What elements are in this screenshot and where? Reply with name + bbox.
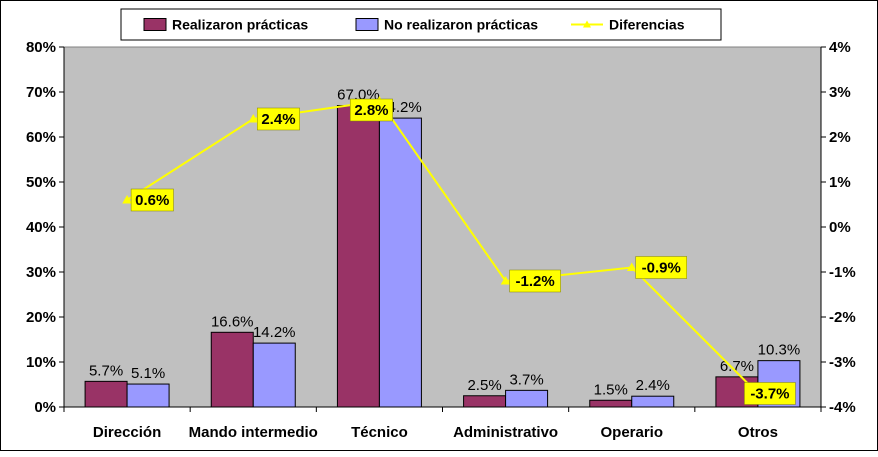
line-value-label: 0.6% <box>135 192 169 209</box>
y-tick-label-right: 3% <box>829 84 851 101</box>
bar-value-label: 6.7% <box>720 358 754 375</box>
bar <box>631 395 675 408</box>
x-tick-label: Mando intermedio <box>189 424 318 441</box>
x-tick-label: Dirección <box>93 424 161 441</box>
y-tick-label-right: 2% <box>829 129 851 146</box>
legend: Realizaron prácticas No realizaron prácti… <box>120 8 722 41</box>
plot-area <box>63 46 822 408</box>
y-tick-label-left: 60% <box>26 129 56 146</box>
line-label-box <box>635 256 687 279</box>
legend-label: Realizaron prácticas <box>172 17 308 33</box>
y-tick-label-left: 10% <box>26 354 56 371</box>
legend-label: No realizaron prácticas <box>384 17 538 33</box>
y-tick-label-left: 40% <box>26 219 56 236</box>
bar-value-label: 5.7% <box>89 362 123 379</box>
y-tick-label-left: 30% <box>26 264 56 281</box>
bar <box>126 383 170 408</box>
axes-layer: 0% 10% 20% 30% 40% 50% 60% 70% 80% -4% -3% -2% -1% 0%… <box>26 39 856 441</box>
bar <box>378 117 422 408</box>
bar-value-label: 2.4% <box>636 377 670 394</box>
bar-value-label: 1.5% <box>594 381 628 398</box>
line-value-label: -3.7% <box>750 386 789 403</box>
line-point <box>500 275 511 285</box>
bar <box>84 380 128 408</box>
y-tick-label-right: -3% <box>829 354 856 371</box>
line-point <box>122 194 132 204</box>
legend-swatch <box>143 18 167 31</box>
bar-value-label: 5.1% <box>131 365 165 382</box>
bar <box>463 395 507 408</box>
line-layer: 0.6% 2.4% 2.8% -1.2% -0.9% -3.7% <box>122 95 796 405</box>
legend-label: Diferencias <box>609 17 685 33</box>
line-label-box <box>509 269 561 293</box>
diferencias-line <box>126 99 759 395</box>
bar <box>252 342 296 408</box>
line-label-box <box>130 188 174 212</box>
legend-marker <box>583 20 591 28</box>
bar <box>589 399 633 408</box>
bar-value-label: 2.5% <box>467 377 501 394</box>
y-tick-label-right: -1% <box>829 264 856 281</box>
y-tick-label-right: 1% <box>829 174 851 191</box>
line-point <box>248 113 259 123</box>
y-tick-label-right: 0% <box>829 219 851 236</box>
line-value-label: -0.9% <box>642 260 681 277</box>
y-tick-label-right: -2% <box>829 309 856 326</box>
x-tick-label: Otros <box>738 424 778 441</box>
y-tick-label-left: 70% <box>26 84 56 101</box>
bar-value-label: 3.7% <box>509 371 543 388</box>
x-tick-label: Operario <box>600 424 663 441</box>
bar-value-label: 10.3% <box>758 342 801 359</box>
line-point <box>626 262 637 271</box>
bar <box>336 105 380 408</box>
y-tick-label-right: -4% <box>829 399 856 416</box>
y-tick-label-right: 4% <box>829 39 851 56</box>
line-value-label: 2.4% <box>261 111 295 128</box>
line-value-label: -1.2% <box>515 273 554 290</box>
legend-box <box>120 8 722 41</box>
line-value-label: 2.8% <box>354 102 388 119</box>
bar <box>210 331 254 408</box>
x-tick-label: Técnico <box>351 424 408 441</box>
bar <box>505 389 549 408</box>
y-tick-label-left: 80% <box>26 39 56 56</box>
y-tick-label-left: 50% <box>26 174 56 191</box>
legend-swatch <box>355 18 379 31</box>
line-label-box <box>257 107 300 131</box>
y-tick-label-left: 0% <box>34 399 56 416</box>
bar-value-label: 14.2% <box>253 324 296 341</box>
x-tick-label: Administrativo <box>453 424 558 441</box>
bar-value-label: 16.6% <box>211 313 254 330</box>
line-label-box <box>744 382 796 405</box>
y-tick-label-left: 20% <box>26 309 56 326</box>
line-label-box <box>349 98 393 122</box>
